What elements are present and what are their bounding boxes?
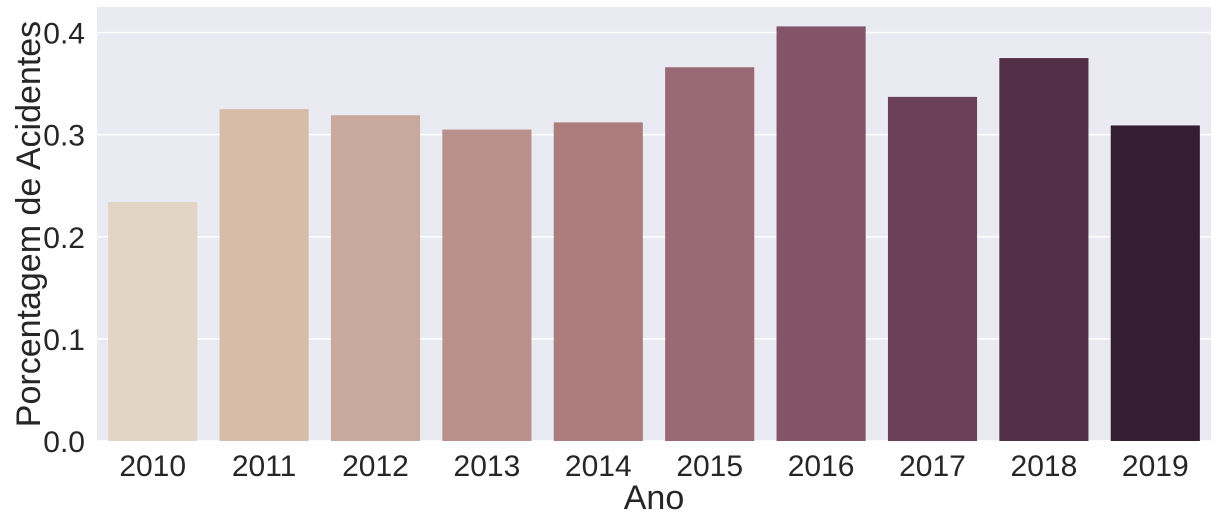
x-tick-label: 2016 (788, 450, 855, 483)
bar-2019 (1110, 125, 1200, 441)
x-tick-label: 2018 (1011, 450, 1078, 483)
bar-2013 (442, 129, 532, 441)
x-tick-label: 2012 (342, 450, 409, 483)
y-tick-label: 0.1 (43, 324, 85, 357)
bar-2011 (219, 109, 309, 441)
x-tick-label: 2015 (676, 450, 743, 483)
x-tick-label: 2014 (565, 450, 632, 483)
x-axis-ticks: 2010 2011 2012 2013 2014 2015 2016 2017 2018 2019 (119, 450, 1188, 483)
y-axis-ticks: 0.0 0.1 0.2 0.3 0.4 (43, 18, 85, 459)
x-tick-label: 2013 (454, 450, 521, 483)
bar-2015 (665, 67, 755, 441)
y-tick-label: 0.4 (43, 18, 85, 51)
y-tick-label: 0.3 (43, 120, 85, 153)
x-axis-label: Ano (624, 479, 685, 517)
x-tick-label: 2011 (232, 450, 297, 483)
bar-2016 (776, 26, 866, 442)
y-tick-label: 0.0 (43, 426, 85, 459)
x-tick-label: 2010 (119, 450, 186, 483)
y-tick-label: 0.2 (43, 222, 85, 255)
bar-2014 (553, 122, 643, 441)
bars (108, 26, 1200, 442)
bar-2012 (330, 115, 421, 442)
bar-2010 (108, 202, 198, 441)
x-tick-label: 2019 (1122, 450, 1189, 483)
bar-2017 (887, 96, 978, 442)
y-axis-label: Porcentagem de Acidentes (10, 21, 48, 427)
x-tick-label: 2017 (899, 450, 966, 483)
bar-2018 (999, 58, 1089, 441)
